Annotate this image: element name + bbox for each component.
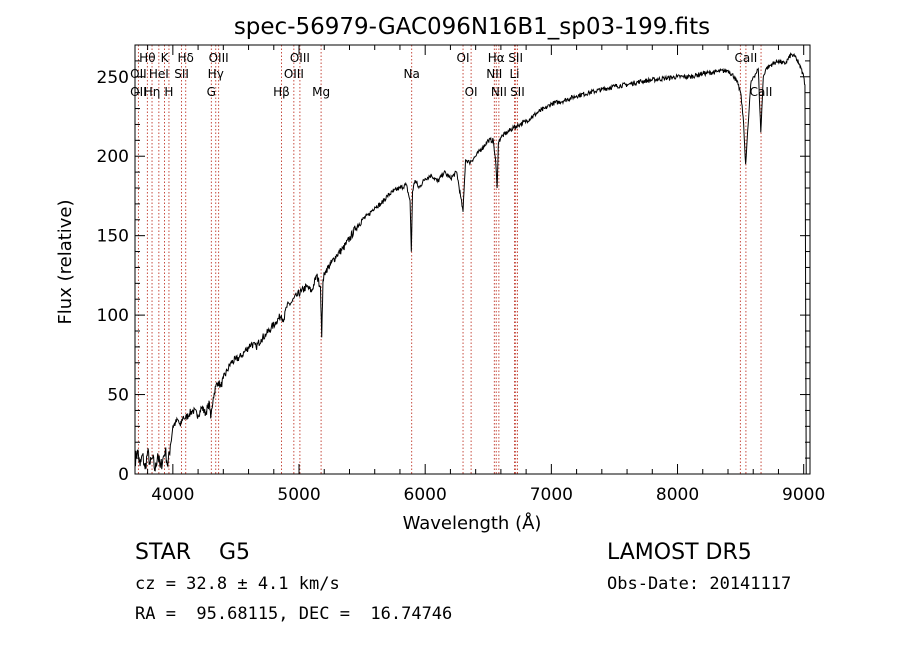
line-label: Hα xyxy=(488,51,505,65)
line-label: SII xyxy=(510,85,525,99)
x-tick-label: 6000 xyxy=(404,485,447,505)
redshift-velocity: cz = 32.8 ± 4.1 km/s xyxy=(135,574,340,594)
y-tick-label: 0 xyxy=(118,465,129,485)
x-tick-label: 9000 xyxy=(782,485,825,505)
axes: 4000 5000 6000 7000 8000 9000 0 50 100 150 200 250 xyxy=(97,44,825,505)
y-tick-label: 200 xyxy=(97,147,129,167)
x-tick-label: 4000 xyxy=(151,485,194,505)
line-label: Li xyxy=(509,67,519,81)
line-label: OIII xyxy=(284,67,304,81)
observation-date: Obs-Date: 20141117 xyxy=(607,574,792,594)
object-class: STAR G5 xyxy=(135,540,251,565)
y-tick-label: 150 xyxy=(97,227,129,247)
line-label: Mg xyxy=(312,85,330,99)
y-tick-label: 250 xyxy=(97,68,129,88)
y-tick-label: 50 xyxy=(107,386,129,406)
line-label: OII xyxy=(130,85,147,99)
plot-frame xyxy=(134,44,811,475)
line-label: Hβ xyxy=(273,85,290,99)
spectrum-line xyxy=(134,51,807,475)
line-label: NII xyxy=(486,67,502,81)
line-label: G xyxy=(207,85,216,99)
x-tick-label: 7000 xyxy=(530,485,573,505)
ra-dec-coordinates: RA = 95.68115, DEC = 16.74746 xyxy=(135,604,453,624)
line-label: OI xyxy=(457,51,470,65)
line-label: OIII xyxy=(209,51,229,65)
line-label: OIII xyxy=(290,51,310,65)
line-label: HeI xyxy=(149,67,169,81)
line-label: CaII xyxy=(750,85,773,99)
line-label: SII xyxy=(508,51,523,65)
survey-name: LAMOST DR5 xyxy=(607,540,752,565)
x-tick-label: 5000 xyxy=(277,485,320,505)
y-axis-label: Flux (relative) xyxy=(55,199,76,324)
line-label: K xyxy=(161,51,170,65)
line-label: NII xyxy=(491,85,507,99)
y-tick-label: 100 xyxy=(97,306,129,326)
spectrum-series xyxy=(134,51,807,475)
line-markers xyxy=(137,45,762,474)
line-label: SII xyxy=(174,67,189,81)
line-label: Hγ xyxy=(208,67,224,81)
line-label: H xyxy=(164,85,173,99)
x-axis-label: Wavelength (Å) xyxy=(403,512,542,534)
line-label: Hθ xyxy=(139,51,155,65)
line-label: OII xyxy=(130,67,147,81)
line-label: Na xyxy=(404,67,420,81)
chart-title: spec-56979-GAC096N16B1_sp03-199.fits xyxy=(234,14,710,40)
x-tick-label: 8000 xyxy=(656,485,699,505)
line-label: Hδ xyxy=(178,51,194,65)
line-label: OI xyxy=(465,85,478,99)
line-label: Hη xyxy=(144,85,161,99)
line-label: CaII xyxy=(735,51,758,65)
